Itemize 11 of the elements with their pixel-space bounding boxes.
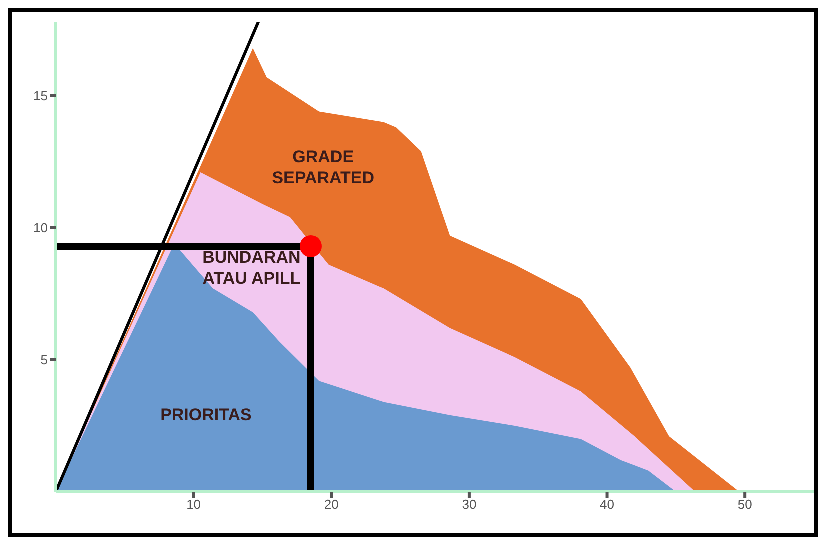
y-tick-label: 10	[34, 220, 48, 236]
x-tick-label: 50	[738, 497, 752, 512]
series-label: PRIORITAS	[160, 406, 252, 425]
y-tick-label: 15	[34, 88, 48, 104]
series-label: BUNDARAN ATAU APILL	[202, 248, 301, 288]
series-label: GRADE SEPARATED	[272, 148, 375, 188]
x-tick-label: 30	[462, 497, 477, 512]
x-tick-label: 20	[324, 497, 339, 512]
x-tick-label: 40	[600, 497, 615, 512]
y-tick-label: 5	[40, 352, 48, 368]
x-tick-label: 10	[186, 497, 202, 512]
